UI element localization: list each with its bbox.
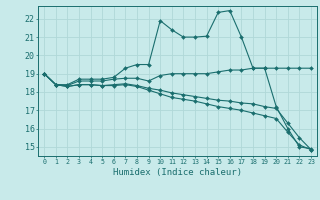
X-axis label: Humidex (Indice chaleur): Humidex (Indice chaleur) [113, 168, 242, 177]
